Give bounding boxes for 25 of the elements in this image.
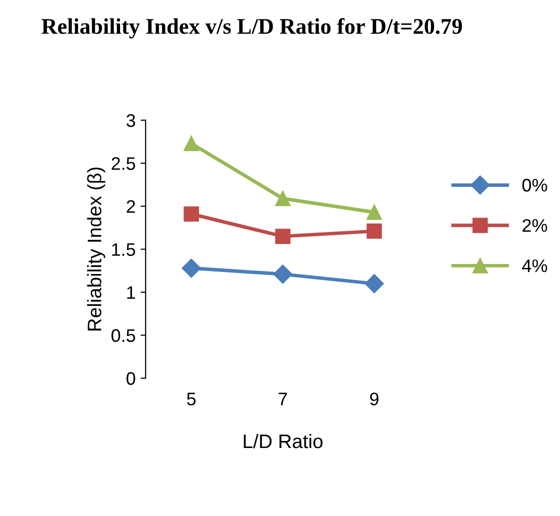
point: [275, 228, 290, 244]
y-tick-label: 1.5: [112, 243, 136, 256]
legend-label: 2%: [522, 219, 548, 232]
point: [366, 224, 382, 239]
y-tick-label: 1: [127, 286, 135, 299]
y-tick-label: 3: [126, 114, 136, 127]
x-tick-label: 5: [187, 392, 196, 406]
y-tick-label: 0.5: [111, 329, 136, 342]
point: [182, 258, 201, 278]
y-tick-label: 2.5: [112, 157, 136, 170]
point: [366, 204, 382, 220]
y-tick-label: 2: [126, 200, 135, 213]
point: [184, 206, 199, 222]
x-axis-title: L/D Ratio: [244, 434, 323, 448]
point: [275, 190, 290, 206]
point: [184, 136, 199, 152]
y-tick-label: 0: [126, 372, 136, 385]
x-tick-label: 9: [370, 392, 378, 406]
point: [273, 264, 292, 284]
y-axis-title: Reliability Index (β): [87, 168, 106, 330]
chart-title: Reliability Index v/s L/D Ratio for D/t=20.79: [42, 18, 462, 38]
x-tick-label: 7: [278, 392, 287, 406]
point: [364, 274, 384, 294]
legend-label: 0%: [522, 178, 548, 192]
legend-label: 4%: [522, 259, 548, 272]
